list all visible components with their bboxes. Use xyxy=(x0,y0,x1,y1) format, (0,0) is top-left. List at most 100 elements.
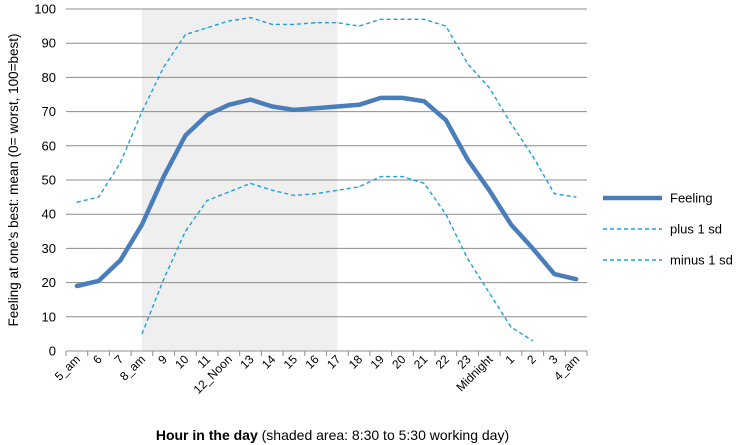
y-tick-labels: 0 10 20 30 40 50 60 70 80 90 100 xyxy=(34,2,56,359)
data-point xyxy=(206,200,208,201)
data-point xyxy=(76,285,78,287)
data-point xyxy=(315,107,317,109)
data-point xyxy=(402,176,403,178)
data-point xyxy=(98,280,100,282)
gridlines xyxy=(66,8,587,352)
data-point xyxy=(423,100,425,102)
data-point xyxy=(336,22,338,24)
data-point xyxy=(532,155,534,157)
y-tick-label: 60 xyxy=(42,138,56,153)
data-point xyxy=(336,106,338,107)
data-point xyxy=(141,111,143,113)
x-tick-label: 21 xyxy=(411,352,431,372)
data-point xyxy=(467,63,469,65)
series-lines xyxy=(74,16,579,342)
data-point xyxy=(184,34,186,36)
data-point xyxy=(423,18,425,20)
data-point xyxy=(184,135,186,136)
data-point xyxy=(271,106,273,107)
y-tick-label: 90 xyxy=(42,36,56,51)
y-tick-label: 10 xyxy=(42,309,56,324)
data-point xyxy=(488,87,490,89)
data-point xyxy=(553,273,555,275)
data-point xyxy=(336,189,338,191)
data-point xyxy=(445,119,447,121)
data-point xyxy=(510,326,512,328)
x-tick-label: 7 xyxy=(112,352,127,367)
y-tick-label: 30 xyxy=(42,241,56,256)
y-tick-label: 20 xyxy=(42,275,56,290)
x-tick-label: 17 xyxy=(324,352,344,372)
x-tick-label: 2 xyxy=(524,352,539,367)
data-point xyxy=(271,23,273,25)
data-point xyxy=(141,333,143,335)
y-tick-label: 80 xyxy=(42,70,56,85)
data-point xyxy=(315,193,317,195)
data-point xyxy=(532,247,534,249)
x-tick-label: 3 xyxy=(546,352,561,367)
data-point xyxy=(228,20,230,22)
data-point xyxy=(380,176,382,178)
x-tick-label: 20 xyxy=(389,352,409,372)
x-axis-label-bold: Hour in the day xyxy=(156,427,258,443)
x-tick-label: 22 xyxy=(433,352,453,372)
data-point xyxy=(358,104,360,106)
data-point xyxy=(380,97,382,99)
data-point xyxy=(206,114,208,116)
x-tick-label: 5_am xyxy=(52,352,83,383)
data-point xyxy=(510,224,512,225)
y-tick-label: 40 xyxy=(42,207,56,222)
data-point xyxy=(250,17,251,19)
legend: Feeling plus 1 sd minus 1 sd xyxy=(603,191,733,268)
data-point xyxy=(206,27,208,29)
x-tick-label: 8_am xyxy=(117,352,148,383)
data-point xyxy=(488,189,490,191)
x-axis-label: Hour in the day (shaded area: 8:30 to 5:… xyxy=(156,427,509,443)
data-point xyxy=(250,182,251,184)
data-point xyxy=(293,23,295,25)
data-point xyxy=(141,224,143,225)
series-line-0 xyxy=(74,95,579,289)
data-point xyxy=(76,201,78,203)
data-point xyxy=(467,258,469,260)
data-point xyxy=(510,123,512,125)
x-axis-label-note: (shaded area: 8:30 to 5:30 working day) xyxy=(258,427,509,443)
legend-label: plus 1 sd xyxy=(670,222,722,237)
data-point xyxy=(380,18,382,20)
data-point xyxy=(488,292,490,294)
y-axis-label: Feeling at one's best: mean (0= worst, 1… xyxy=(6,34,21,327)
data-point xyxy=(402,97,403,99)
x-tick-label: 18 xyxy=(346,352,366,372)
x-tick-label: 19 xyxy=(368,352,388,372)
x-tick-label: 16 xyxy=(302,352,322,372)
data-point xyxy=(423,182,425,184)
data-point xyxy=(228,104,230,106)
data-point xyxy=(293,109,295,111)
y-tick-label: 0 xyxy=(49,344,56,359)
x-tick-label: 6 xyxy=(90,352,105,367)
data-point xyxy=(119,162,121,164)
data-point xyxy=(467,159,469,160)
legend-label: Feeling xyxy=(670,191,713,206)
data-point xyxy=(293,194,295,196)
data-point xyxy=(532,340,534,342)
x-tick-label: 14 xyxy=(259,352,279,372)
data-point xyxy=(119,259,121,261)
data-point xyxy=(163,66,165,68)
x-tick-label: 13 xyxy=(237,352,257,372)
x-tick-label: 15 xyxy=(281,352,301,372)
y-tick-label: 50 xyxy=(42,173,56,188)
data-point xyxy=(163,278,165,280)
data-point xyxy=(553,193,555,195)
series-line-1 xyxy=(76,16,577,203)
data-point xyxy=(315,22,317,24)
data-point xyxy=(575,196,577,198)
data-point xyxy=(402,18,403,20)
data-point xyxy=(445,213,447,215)
data-point xyxy=(575,278,577,280)
data-point xyxy=(358,186,360,188)
x-tick-label: 9 xyxy=(155,352,170,367)
y-tick-label: 100 xyxy=(34,2,56,17)
